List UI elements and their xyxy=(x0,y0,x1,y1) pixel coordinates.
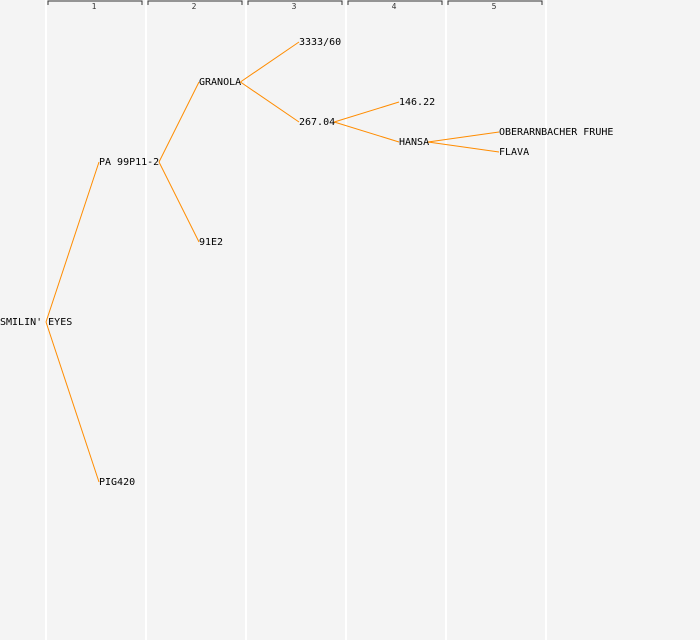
pedigree-edge xyxy=(427,131,500,143)
pedigree-node[interactable]: OBERARNBACHER FRUHE xyxy=(499,127,613,138)
pedigree-node[interactable]: 3333/60 xyxy=(299,37,341,48)
generation-label: 2 xyxy=(192,2,197,11)
pedigree-edge xyxy=(158,161,200,243)
generation-label: 3 xyxy=(292,2,297,11)
pedigree-edge xyxy=(427,141,500,153)
pedigree-edge xyxy=(240,81,300,123)
pedigree-edge xyxy=(240,41,300,83)
pedigree-node[interactable]: 267.04 xyxy=(299,117,335,128)
generation-headers: 1 2 3 4 5 xyxy=(47,0,543,11)
generation-label: 5 xyxy=(492,2,497,11)
pedigree-nodes: SMILIN' EYES PA 99P11-2 PIG420 GRANOLA 91E2 3… xyxy=(0,37,613,488)
pedigree-node[interactable]: PA 99P11-2 xyxy=(99,157,159,168)
pedigree-node[interactable]: 91E2 xyxy=(199,237,223,248)
pedigree-node[interactable]: FLAVA xyxy=(499,147,529,158)
generation-bracket xyxy=(247,0,343,5)
pedigree-edge xyxy=(158,81,200,163)
pedigree-node[interactable]: SMILIN' EYES xyxy=(0,317,72,328)
generation-label: 1 xyxy=(92,2,97,11)
pedigree-node[interactable]: PIG420 xyxy=(99,477,135,488)
generation-label: 4 xyxy=(392,2,397,11)
generation-bracket xyxy=(47,0,143,5)
pedigree-edge xyxy=(334,101,400,123)
pedigree-edge xyxy=(45,161,100,323)
pedigree-edges xyxy=(45,41,500,483)
pedigree-node[interactable]: HANSA xyxy=(399,137,429,148)
pedigree-edge xyxy=(45,321,100,483)
generation-bracket xyxy=(147,0,243,5)
generation-bracket xyxy=(347,0,443,5)
pedigree-edge xyxy=(334,121,400,143)
pedigree-node[interactable]: GRANOLA xyxy=(199,77,241,88)
column-separators xyxy=(45,0,547,640)
generation-bracket xyxy=(447,0,543,5)
pedigree-node[interactable]: 146.22 xyxy=(399,97,435,108)
